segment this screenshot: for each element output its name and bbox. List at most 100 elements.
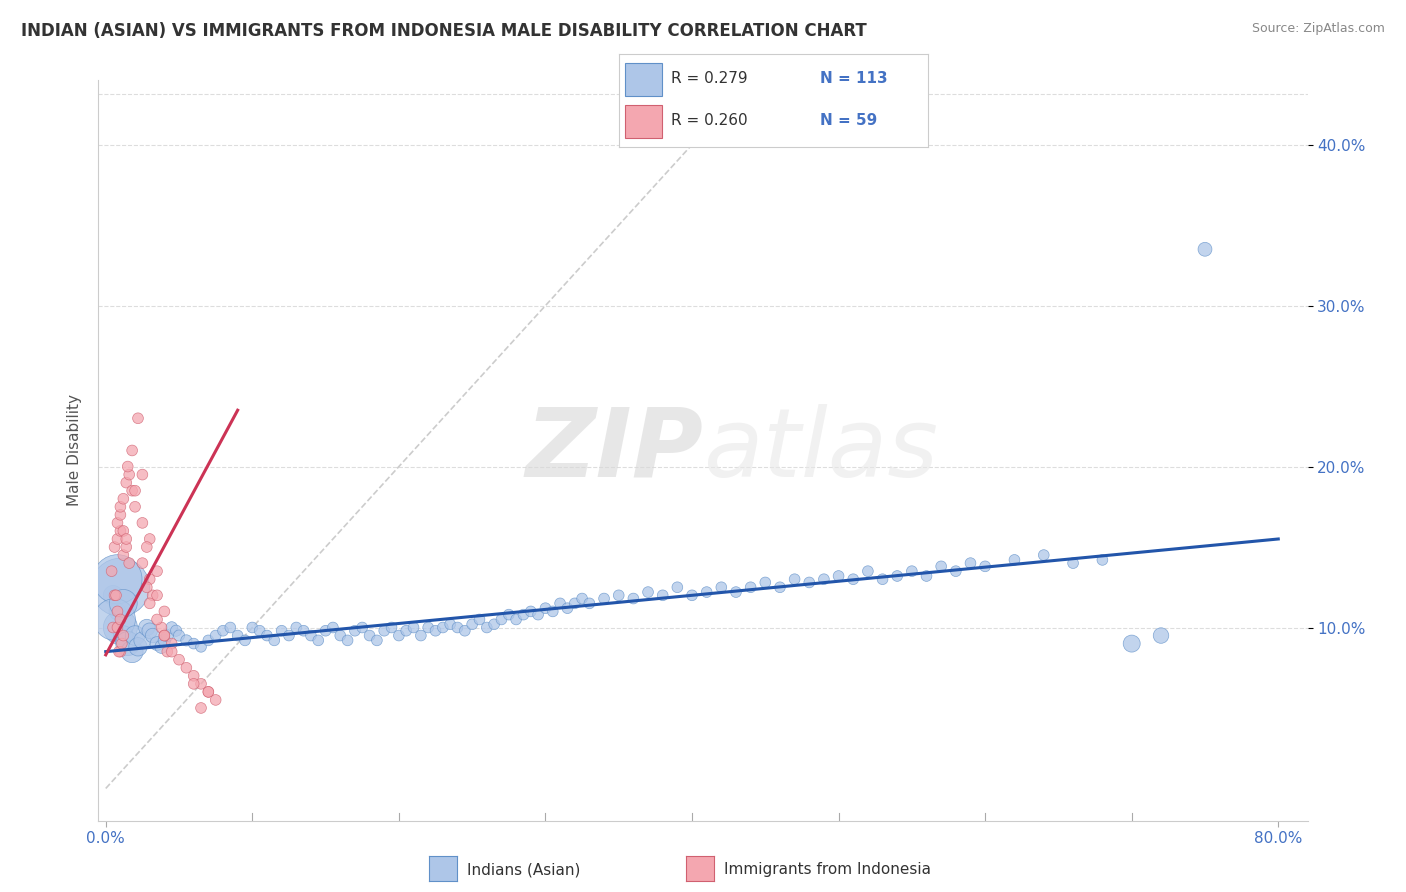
Point: [915, 569, 938, 583]
Point: [110, 500, 132, 514]
Point: [343, 624, 366, 638]
Point: [352, 620, 374, 634]
Point: [167, 628, 190, 642]
Point: [336, 633, 359, 648]
Point: [167, 653, 190, 667]
Point: [461, 617, 484, 632]
Point: [468, 612, 491, 626]
Point: [402, 620, 425, 634]
Text: N = 113: N = 113: [820, 71, 887, 87]
Point: [541, 604, 564, 618]
Point: [256, 628, 278, 642]
Point: [131, 467, 153, 482]
Text: ZIP: ZIP: [524, 404, 703, 497]
Point: [432, 620, 454, 634]
Point: [165, 624, 187, 638]
Point: [1062, 556, 1084, 570]
Point: [226, 628, 249, 642]
Point: [115, 475, 138, 490]
Point: [146, 612, 169, 626]
Point: [724, 585, 747, 599]
Point: [138, 572, 160, 586]
Point: [142, 628, 165, 642]
Point: [197, 685, 219, 699]
Bar: [624, 105, 662, 138]
Point: [329, 628, 352, 642]
Point: [103, 540, 125, 554]
Point: [127, 640, 149, 654]
Point: [520, 604, 543, 618]
Text: R = 0.279: R = 0.279: [671, 71, 748, 87]
Point: [270, 624, 292, 638]
Point: [1032, 548, 1054, 562]
Point: [160, 645, 183, 659]
Point: [380, 620, 402, 634]
Text: Source: ZipAtlas.com: Source: ZipAtlas.com: [1251, 22, 1385, 36]
Point: [842, 572, 865, 586]
Point: [121, 443, 143, 458]
Point: [150, 620, 173, 634]
Point: [135, 580, 157, 594]
Point: [388, 628, 411, 642]
Point: [121, 483, 143, 498]
Point: [100, 564, 122, 578]
Point: [118, 556, 141, 570]
Point: [1194, 242, 1216, 256]
Point: [115, 532, 138, 546]
Point: [101, 620, 124, 634]
Point: [131, 633, 153, 648]
Point: [135, 620, 157, 634]
Point: [901, 564, 924, 578]
Point: [103, 612, 125, 626]
Point: [121, 645, 143, 659]
Point: [710, 580, 733, 594]
Point: [138, 532, 160, 546]
Point: [115, 540, 138, 554]
Point: [124, 500, 146, 514]
Point: [1121, 637, 1143, 651]
Point: [373, 624, 395, 638]
Point: [118, 467, 141, 482]
Point: [103, 588, 125, 602]
Point: [945, 564, 967, 578]
Point: [146, 588, 169, 602]
Point: [322, 620, 344, 634]
Point: [454, 624, 477, 638]
Point: [153, 604, 176, 618]
Point: [110, 612, 132, 626]
Point: [197, 685, 219, 699]
Point: [105, 588, 128, 602]
Text: R = 0.260: R = 0.260: [671, 113, 748, 128]
Point: [929, 559, 952, 574]
Point: [110, 620, 132, 634]
Point: [409, 628, 432, 642]
Point: [146, 637, 169, 651]
Point: [491, 612, 513, 626]
Point: [107, 532, 129, 546]
Point: [107, 516, 129, 530]
Point: [292, 624, 315, 638]
Point: [813, 572, 835, 586]
Point: [593, 591, 616, 606]
Point: [190, 677, 212, 691]
Point: [418, 620, 440, 634]
Point: [240, 620, 263, 634]
Point: [740, 580, 762, 594]
Point: [110, 524, 132, 538]
Point: [212, 624, 235, 638]
Point: [153, 628, 176, 642]
Point: [534, 601, 557, 615]
Point: [112, 596, 135, 610]
Point: [621, 591, 644, 606]
Point: [557, 601, 579, 615]
Point: [219, 620, 242, 634]
Bar: [624, 63, 662, 95]
Point: [498, 607, 520, 622]
Point: [1004, 553, 1026, 567]
Point: [127, 411, 149, 425]
Point: [153, 633, 176, 648]
Point: [681, 588, 703, 602]
Point: [425, 624, 447, 638]
Point: [110, 645, 132, 659]
Point: [135, 540, 157, 554]
